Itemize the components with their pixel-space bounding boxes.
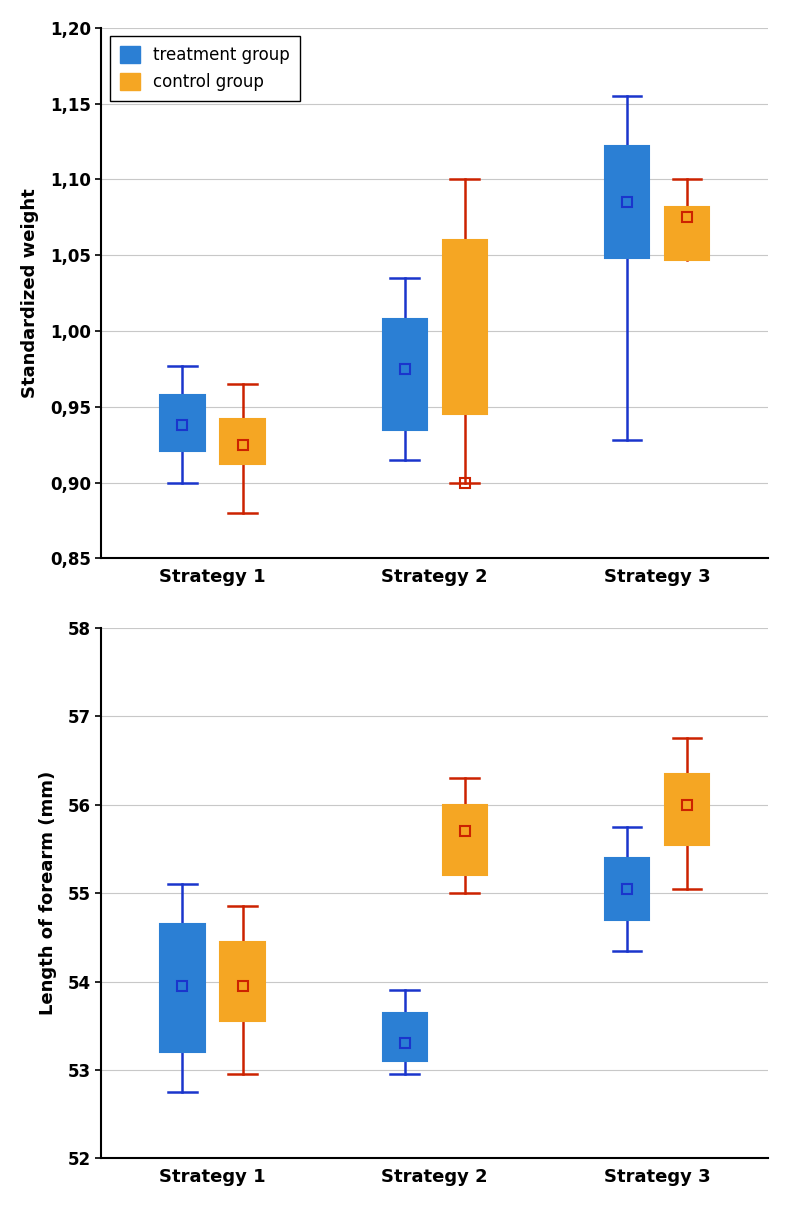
Bar (220, 941, 265, 1021)
Bar (605, 146, 649, 258)
Y-axis label: Standardized weight: Standardized weight (21, 188, 39, 398)
Bar (443, 240, 487, 414)
Bar (665, 774, 709, 845)
Bar (160, 925, 204, 1053)
Bar (220, 419, 265, 465)
Legend: treatment group, control group: treatment group, control group (110, 36, 300, 101)
Bar (383, 319, 427, 430)
Bar (665, 206, 709, 260)
Bar (383, 1013, 427, 1061)
Y-axis label: Length of forearm (mm): Length of forearm (mm) (39, 771, 57, 1015)
Bar (605, 858, 649, 920)
Bar (443, 805, 487, 875)
Bar (160, 395, 204, 450)
